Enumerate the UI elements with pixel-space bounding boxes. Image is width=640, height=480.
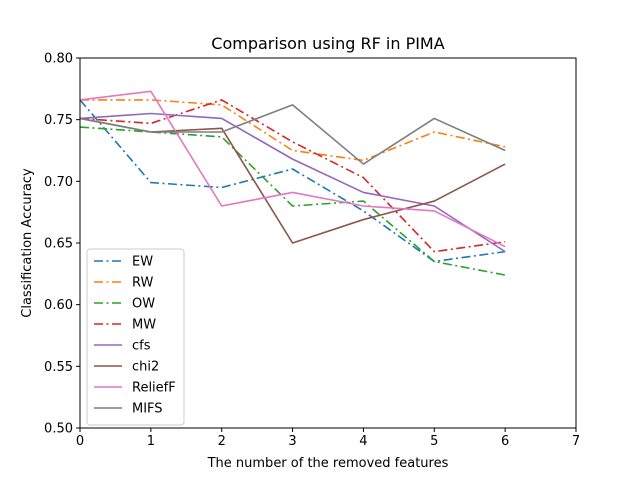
y-tick-label: 0.80 <box>44 52 73 67</box>
x-tick-label: 4 <box>359 434 367 449</box>
x-tick-label: 1 <box>147 434 155 449</box>
series-line-chi2 <box>80 117 506 244</box>
x-tick-label: 3 <box>288 434 296 449</box>
legend-label: ReliefF <box>132 381 176 396</box>
series-line-ow <box>80 126 506 276</box>
y-tick-label: 0.65 <box>44 237 73 252</box>
series-layer <box>80 90 506 276</box>
legend: EW RW OW MW cfs chi2 ReliefF MIFS <box>86 248 185 426</box>
y-axis-label: Classification Accuracy <box>20 168 35 318</box>
series-line-ew <box>80 99 506 263</box>
legend-label: MW <box>132 318 156 333</box>
y-axis: 0.50 0.55 0.60 0.65 0.70 0.75 0.80 <box>44 52 80 437</box>
series-line-mifs <box>80 104 506 165</box>
x-axis: 0 1 2 3 4 5 6 7 <box>76 428 580 449</box>
x-axis-label: The number of the removed features <box>207 456 449 471</box>
legend-box <box>86 248 185 426</box>
y-tick-label: 0.75 <box>44 113 73 128</box>
x-tick-label: 6 <box>501 434 509 449</box>
series-line-relieff <box>80 90 506 248</box>
legend-label: MIFS <box>132 402 163 417</box>
x-tick-label: 7 <box>572 434 580 449</box>
y-tick-label: 0.50 <box>44 422 73 437</box>
series-line-rw <box>80 99 506 162</box>
legend-label: cfs <box>132 339 151 354</box>
x-tick-label: 5 <box>430 434 438 449</box>
series-line-mw <box>80 99 506 253</box>
legend-label: OW <box>132 297 155 312</box>
y-tick-label: 0.55 <box>44 360 73 375</box>
x-tick-label: 0 <box>76 434 84 449</box>
y-tick-label: 0.60 <box>44 298 73 313</box>
legend-label: chi2 <box>132 360 159 375</box>
series-line-cfs <box>80 112 506 253</box>
legend-label: RW <box>132 276 154 291</box>
y-tick-label: 0.70 <box>44 175 73 190</box>
x-tick-label: 2 <box>218 434 226 449</box>
chart-title: Comparison using RF in PIMA <box>211 34 444 53</box>
legend-label: EW <box>132 255 153 270</box>
